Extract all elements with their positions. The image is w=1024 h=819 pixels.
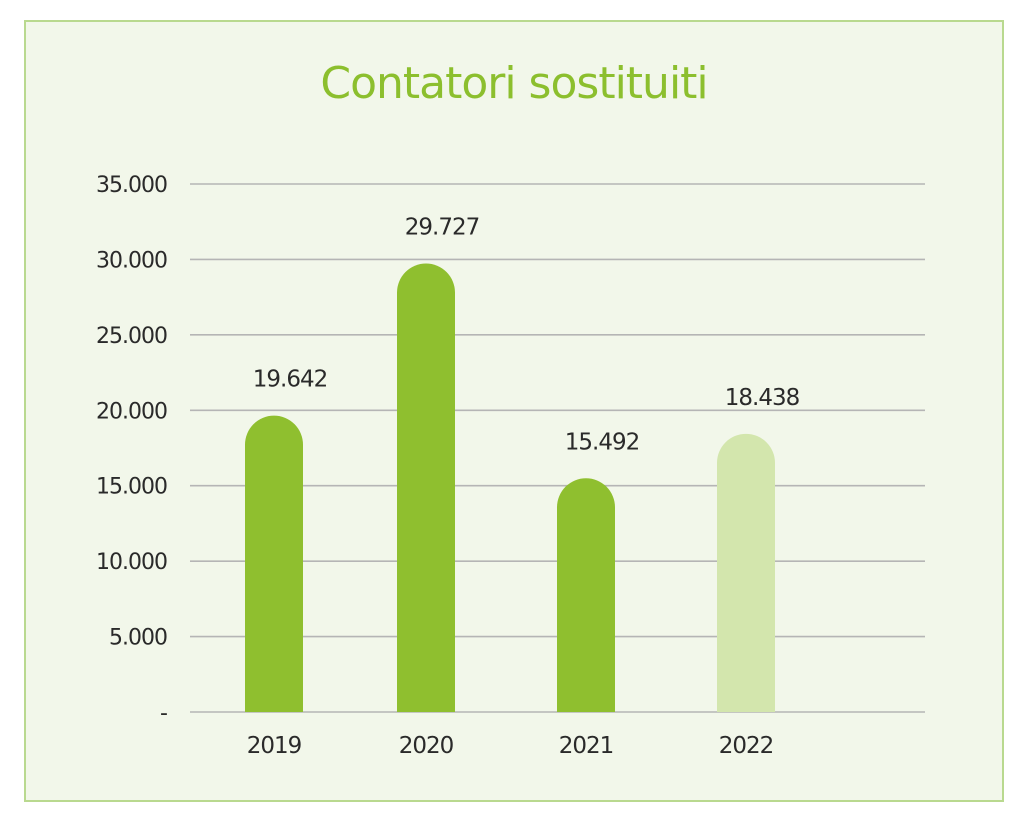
- y-tick-label: 10.000: [96, 550, 167, 575]
- data-label-2020: 29.727: [405, 215, 479, 241]
- bar-2020: [397, 263, 455, 712]
- y-tick-label: 35.000: [96, 173, 167, 198]
- category-label-2019: 2019: [247, 733, 302, 759]
- category-label-2020: 2020: [399, 733, 454, 759]
- bar-2021: [557, 478, 615, 712]
- chart-title: Contatori sostituiti: [320, 58, 708, 109]
- y-tick-label: 15.000: [96, 475, 167, 500]
- data-label-2019: 19.642: [253, 367, 327, 393]
- bar-2019: [245, 415, 303, 712]
- y-tick-label: 25.000: [96, 324, 167, 349]
- bar-2022: [717, 433, 775, 712]
- y-axis-tick-labels: - 5.000 10.000 15.000 20.000 25.000 30.000 35.0…: [96, 173, 168, 726]
- category-label-2021: 2021: [559, 733, 614, 759]
- y-tick-label: 30.000: [96, 248, 167, 273]
- data-label-2021: 15.492: [565, 429, 639, 455]
- category-label-2022: 2022: [719, 733, 774, 759]
- data-labels: 19.642 29.727 15.492 18.438: [253, 215, 801, 456]
- y-tick-label: 5.000: [109, 626, 167, 651]
- y-tick-label: 20.000: [96, 399, 167, 424]
- x-axis-category-labels: 2019 2020 2021 2022: [247, 733, 775, 759]
- data-label-2022: 18.438: [725, 385, 800, 411]
- y-tick-label: -: [160, 701, 167, 726]
- bars: [245, 263, 775, 712]
